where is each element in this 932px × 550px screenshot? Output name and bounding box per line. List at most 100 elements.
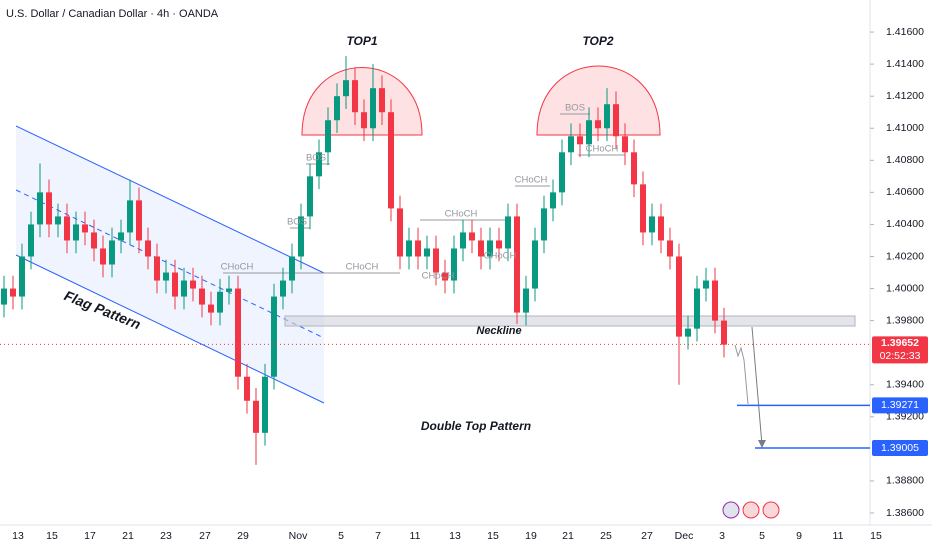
candle-body — [145, 240, 151, 257]
candle-body — [136, 200, 142, 241]
candle-body — [109, 240, 115, 265]
candle-body — [712, 280, 718, 321]
y-tick-label: 1.40600 — [886, 186, 924, 198]
candle-body — [379, 88, 385, 113]
candle-body — [235, 288, 241, 377]
x-tick-label: 25 — [600, 530, 612, 542]
candle-body — [163, 272, 169, 281]
candle-body — [154, 256, 160, 281]
y-tick-label: 1.38600 — [886, 507, 924, 519]
candle-body — [271, 296, 277, 377]
x-tick-label: 21 — [562, 530, 574, 542]
candle-body — [613, 104, 619, 137]
structure-label: CHoCH — [445, 209, 478, 220]
candle-body — [514, 216, 520, 313]
y-tick-label: 1.40200 — [886, 250, 924, 262]
candle-body — [703, 280, 709, 289]
candle-body — [208, 304, 214, 313]
candle-body — [550, 192, 556, 209]
candle-body — [298, 216, 304, 257]
candle-body — [559, 152, 565, 193]
candle-body — [577, 136, 583, 145]
x-tick-label: Nov — [289, 530, 308, 542]
y-tick-label: 1.40400 — [886, 218, 924, 230]
x-tick-label: 9 — [796, 530, 802, 542]
candle-body — [55, 216, 61, 225]
candle-body — [361, 112, 367, 129]
structure-label: CHoCH — [515, 175, 548, 186]
candle-body — [478, 240, 484, 257]
y-tick-label: 1.40000 — [886, 282, 924, 294]
structure-label: CHoCH — [346, 262, 379, 273]
x-tick-label: 5 — [759, 530, 765, 542]
candle-body — [694, 288, 700, 329]
candle-body — [622, 136, 628, 153]
usd-icon — [722, 501, 740, 519]
candle-body — [541, 208, 547, 241]
candle-body — [676, 256, 682, 337]
last-price-label: 1.39652 — [881, 337, 919, 349]
y-tick-label: 1.38800 — [886, 475, 924, 487]
candle-body — [100, 248, 106, 265]
candle-body — [28, 224, 34, 257]
candle-body — [532, 240, 538, 289]
candle-body — [352, 80, 358, 113]
x-tick-label: 19 — [525, 530, 537, 542]
structure-label: CHoCH — [484, 251, 517, 262]
candle-body — [280, 280, 286, 297]
candle-body — [1, 288, 7, 305]
candle-body — [721, 320, 727, 345]
countdown: 02:52:33 — [880, 350, 921, 362]
candle-body — [424, 248, 430, 257]
candle-body — [415, 240, 421, 257]
candle-body — [307, 176, 313, 217]
neckline-label: Neckline — [476, 325, 521, 337]
level-tag — [872, 397, 928, 414]
top2-label: TOP2 — [582, 34, 613, 48]
currency-icons — [722, 501, 780, 519]
cad-icon — [742, 501, 760, 519]
y-tick-label: 1.41400 — [886, 58, 924, 70]
y-tick-label: 1.41000 — [886, 122, 924, 134]
candle-body — [658, 216, 664, 241]
candle-body — [289, 256, 295, 281]
candle-body — [46, 192, 52, 225]
y-tick-label: 1.41600 — [886, 26, 924, 38]
y-tick-label: 1.41200 — [886, 90, 924, 102]
x-tick-label: 13 — [449, 530, 461, 542]
flag-upper-line — [15, 125, 325, 274]
candle-body — [181, 280, 187, 297]
candle-body — [595, 120, 601, 129]
candle-body — [568, 136, 574, 153]
candle-body — [604, 104, 610, 129]
x-tick-label: 17 — [84, 530, 96, 542]
candle-body — [226, 288, 232, 292]
top1-label: TOP1 — [346, 34, 377, 48]
x-tick-label: 5 — [338, 530, 344, 542]
level-label: 1.39005 — [881, 442, 919, 454]
structure-label: BOS — [287, 217, 307, 228]
candle-body — [406, 240, 412, 257]
arrow-head — [758, 440, 766, 448]
candle-body — [631, 152, 637, 185]
chart-title: U.S. Dollar / Canadian Dollar · 4h · OAN… — [6, 8, 219, 20]
candle-body — [190, 280, 196, 289]
candle-body — [442, 272, 448, 281]
x-tick-label: 15 — [487, 530, 499, 542]
y-tick-label: 1.39400 — [886, 379, 924, 391]
candle-body — [199, 288, 205, 305]
candle-body — [325, 120, 331, 153]
candle-body — [37, 192, 43, 225]
candle-body — [469, 232, 475, 241]
candle-body — [316, 152, 322, 177]
structure-label: BOS — [306, 153, 326, 164]
neckline-zone — [284, 315, 856, 327]
candle-body — [118, 232, 124, 241]
y-tick-label: 1.39800 — [886, 314, 924, 326]
candle-body — [127, 200, 133, 233]
candle-body — [460, 232, 466, 249]
candle-body — [334, 96, 340, 121]
candle-body — [451, 248, 457, 281]
projection-path — [734, 344, 749, 405]
cad-icon — [762, 501, 780, 519]
